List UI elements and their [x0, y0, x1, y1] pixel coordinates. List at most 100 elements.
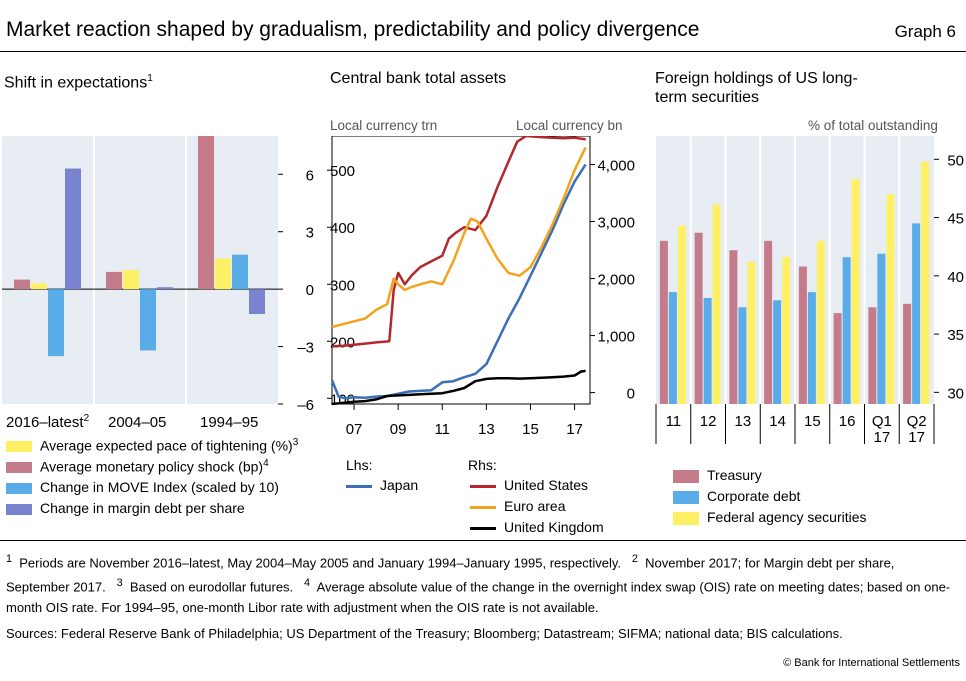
middle-lhs-label: Lhs:: [346, 457, 373, 473]
right-bar: [886, 194, 895, 404]
legend-swatch: [673, 490, 699, 504]
middle-left-tick-label: 500: [330, 163, 355, 180]
right-bar: [747, 261, 756, 404]
right-x-tick-label: 14: [769, 413, 786, 430]
legend-label: Average expected pace of tightening (%): [40, 437, 293, 454]
legend-label: United States: [504, 477, 589, 493]
left-bar: [14, 279, 30, 290]
left-category-label: 1994–95: [200, 414, 258, 431]
legend-label: Euro area: [504, 498, 566, 514]
left-category-label: 2004–05: [108, 414, 166, 431]
right-legend-item: Federal agency securities: [673, 509, 867, 525]
right-x-tick-label: 13: [735, 413, 752, 430]
legend-swatch: [346, 484, 372, 488]
left-legend-item: Average expected pace of tightening (%)3: [6, 437, 298, 454]
right-x-tick-label: 16: [839, 413, 856, 430]
right-y-tick-label: 40: [947, 269, 964, 286]
left-y-tick-label: –6: [297, 397, 314, 414]
left-bar: [31, 283, 47, 290]
right-bar: [851, 179, 860, 404]
right-bar: [694, 232, 703, 404]
right-x-tick-label: Q2: [907, 413, 927, 430]
left-bar: [198, 136, 214, 290]
legend-swatch: [6, 462, 32, 474]
left-y-tick-label: –3: [297, 340, 314, 357]
middle-x-tick-label: 07: [346, 421, 363, 438]
middle-series-line: [331, 369, 586, 406]
right-bar: [798, 266, 807, 404]
middle-left-tick-label: 300: [330, 277, 355, 294]
left-bar: [157, 287, 173, 290]
left-bar: [65, 168, 81, 290]
legend-swatch: [6, 503, 32, 515]
right-bar: [677, 225, 686, 404]
legend-label: Federal agency securities: [707, 509, 867, 525]
middle-x-tick-label: 13: [478, 421, 495, 438]
right-bar: [738, 307, 747, 404]
middle-series-line: [331, 136, 586, 348]
legend-label: Change in MOVE Index (scaled by 10): [40, 479, 279, 495]
middle-x-tick-label: 09: [390, 421, 407, 438]
middle-right-tick-label: 1,000: [597, 329, 635, 346]
middle-right-tick-label: 4,000: [597, 158, 635, 175]
middle-rhs-label: Rhs:: [468, 457, 497, 473]
middle-line-chart: 100 200 300 400 500 0 1,000 2,000 3,000 4,000 07 09…: [327, 136, 635, 438]
legend-swatch: [6, 482, 32, 494]
header-rule: [0, 51, 966, 52]
right-bar: [868, 307, 877, 404]
legend-swatch: [470, 505, 496, 509]
right-bar: [816, 240, 825, 404]
right-bar: [668, 292, 677, 404]
legend-label: United Kingdom: [504, 519, 604, 535]
middle-legend-item: Japan: [346, 477, 418, 493]
legend-swatch: [470, 526, 496, 530]
legend-label: Treasury: [707, 467, 762, 483]
legend-swatch: [470, 484, 496, 488]
footnote-rule: [0, 540, 966, 541]
left-y-tick-label: 3: [306, 225, 314, 242]
page-title: Market reaction shaped by gradualism, pr…: [6, 18, 700, 41]
middle-panel-title: Central bank total assets: [330, 70, 507, 87]
right-axis-caption: % of total outstanding: [808, 118, 938, 133]
legend-swatch: [6, 441, 32, 453]
left-bar: [232, 254, 248, 290]
right-bar: [877, 253, 886, 404]
middle-legend-item: Euro area: [470, 498, 565, 514]
middle-legend-item: United States: [470, 477, 588, 493]
legend-label: Japan: [380, 477, 419, 493]
right-legend-item: Corporate debt: [673, 488, 800, 504]
left-bar: [140, 289, 156, 351]
legend-swatch: [673, 511, 699, 525]
left-legend-item: Average monetary policy shock (bp)4: [6, 458, 269, 475]
middle-left-tick-label: 400: [330, 220, 355, 237]
left-category-label: 2016–latest2: [6, 413, 90, 431]
legend-label: Corporate debt: [707, 488, 801, 504]
sources: Sources: Federal Reserve Bank of Philade…: [6, 626, 843, 641]
left-y-tick-label: 6: [306, 167, 314, 184]
right-bar: [782, 257, 791, 404]
left-legend-item: Change in margin debt per share: [6, 500, 245, 516]
middle-x-tick-label: 11: [434, 421, 450, 438]
right-x-tick-label: 12: [700, 413, 717, 430]
right-y-tick-label: 30: [947, 385, 964, 402]
legend-swatch: [673, 469, 699, 483]
footnotes: 1 Periods are November 2016–latest, May …: [6, 553, 951, 615]
right-bar: [729, 250, 738, 404]
middle-series-line: [330, 163, 587, 400]
left-bar-chart: 6 3 0 –3 –6 2016–latest2 2004–05 1994–95: [2, 136, 314, 431]
middle-series-line: [331, 146, 587, 329]
left-legend-item: Change in MOVE Index (scaled by 10): [6, 479, 279, 495]
left-bar: [48, 289, 64, 357]
right-legend-item: Treasury: [673, 467, 762, 483]
right-bar: [921, 161, 930, 404]
right-y-tick-label: 45: [947, 211, 964, 228]
middle-x-tick-label: 15: [522, 421, 539, 438]
right-y-tick-label: 35: [947, 327, 964, 344]
graph-number: Graph 6: [894, 22, 956, 41]
legend-label: Average monetary policy shock (bp): [40, 458, 264, 475]
right-bar: [912, 223, 921, 404]
right-bar: [807, 292, 816, 404]
right-bar: [703, 297, 712, 404]
right-x-tick-label: 17: [908, 429, 925, 446]
